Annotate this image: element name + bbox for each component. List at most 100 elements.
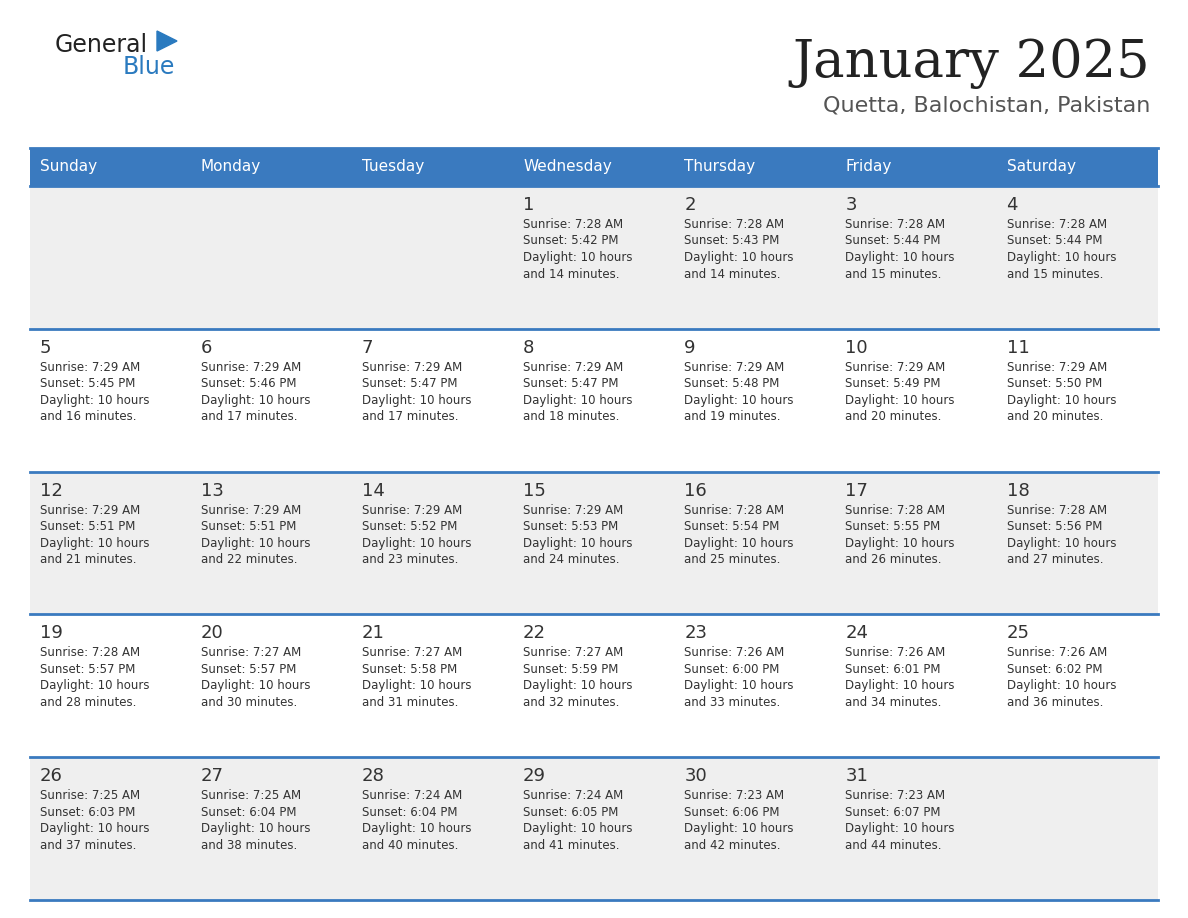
Text: Sunrise: 7:23 AM: Sunrise: 7:23 AM (684, 789, 784, 802)
Text: and 44 minutes.: and 44 minutes. (846, 839, 942, 852)
Text: and 30 minutes.: and 30 minutes. (201, 696, 297, 709)
Text: Friday: Friday (846, 160, 892, 174)
Text: Daylight: 10 hours: Daylight: 10 hours (362, 823, 472, 835)
Text: and 19 minutes.: and 19 minutes. (684, 410, 781, 423)
Text: and 36 minutes.: and 36 minutes. (1006, 696, 1102, 709)
Text: 1: 1 (523, 196, 535, 214)
Text: Daylight: 10 hours: Daylight: 10 hours (39, 679, 150, 692)
Text: Daylight: 10 hours: Daylight: 10 hours (523, 394, 632, 407)
Text: Daylight: 10 hours: Daylight: 10 hours (846, 251, 955, 264)
Text: Sunset: 6:06 PM: Sunset: 6:06 PM (684, 806, 779, 819)
Text: Sunset: 6:05 PM: Sunset: 6:05 PM (523, 806, 619, 819)
Polygon shape (157, 31, 177, 51)
Text: and 17 minutes.: and 17 minutes. (362, 410, 459, 423)
Text: Daylight: 10 hours: Daylight: 10 hours (523, 679, 632, 692)
Text: Sunrise: 7:29 AM: Sunrise: 7:29 AM (684, 361, 784, 374)
Text: Sunset: 6:04 PM: Sunset: 6:04 PM (201, 806, 296, 819)
Text: 22: 22 (523, 624, 546, 643)
Text: Sunset: 5:57 PM: Sunset: 5:57 PM (201, 663, 296, 676)
Text: Sunrise: 7:29 AM: Sunrise: 7:29 AM (523, 504, 624, 517)
Text: Sunrise: 7:28 AM: Sunrise: 7:28 AM (846, 218, 946, 231)
Text: 3: 3 (846, 196, 857, 214)
Text: 17: 17 (846, 482, 868, 499)
Text: and 15 minutes.: and 15 minutes. (846, 267, 942, 281)
Text: Sunset: 5:51 PM: Sunset: 5:51 PM (39, 521, 135, 533)
Text: 20: 20 (201, 624, 223, 643)
Text: Sunset: 5:52 PM: Sunset: 5:52 PM (362, 521, 457, 533)
Text: 14: 14 (362, 482, 385, 499)
Text: Sunrise: 7:26 AM: Sunrise: 7:26 AM (846, 646, 946, 659)
Text: 10: 10 (846, 339, 868, 357)
Text: Daylight: 10 hours: Daylight: 10 hours (846, 823, 955, 835)
Text: Sunrise: 7:29 AM: Sunrise: 7:29 AM (201, 504, 301, 517)
Text: 21: 21 (362, 624, 385, 643)
Text: Sunset: 5:49 PM: Sunset: 5:49 PM (846, 377, 941, 390)
Text: Daylight: 10 hours: Daylight: 10 hours (1006, 537, 1116, 550)
Bar (30, 186, 1158, 329)
Text: and 26 minutes.: and 26 minutes. (846, 554, 942, 566)
Text: Sunrise: 7:27 AM: Sunrise: 7:27 AM (201, 646, 301, 659)
Text: 12: 12 (39, 482, 63, 499)
Text: Daylight: 10 hours: Daylight: 10 hours (39, 537, 150, 550)
Text: Daylight: 10 hours: Daylight: 10 hours (684, 251, 794, 264)
Text: Sunset: 5:47 PM: Sunset: 5:47 PM (362, 377, 457, 390)
Text: Tuesday: Tuesday (362, 160, 424, 174)
Text: and 20 minutes.: and 20 minutes. (1006, 410, 1102, 423)
Text: 5: 5 (39, 339, 51, 357)
Text: 7: 7 (362, 339, 373, 357)
Text: Wednesday: Wednesday (523, 160, 612, 174)
Text: Sunset: 5:55 PM: Sunset: 5:55 PM (846, 521, 941, 533)
Text: 24: 24 (846, 624, 868, 643)
Text: Daylight: 10 hours: Daylight: 10 hours (201, 679, 310, 692)
Text: 25: 25 (1006, 624, 1030, 643)
Text: and 14 minutes.: and 14 minutes. (684, 267, 781, 281)
Text: and 20 minutes.: and 20 minutes. (846, 410, 942, 423)
Text: Thursday: Thursday (684, 160, 756, 174)
Text: Sunrise: 7:25 AM: Sunrise: 7:25 AM (39, 789, 140, 802)
Bar (835, 148, 997, 186)
Text: Sunrise: 7:29 AM: Sunrise: 7:29 AM (362, 361, 462, 374)
Text: 13: 13 (201, 482, 223, 499)
Bar (30, 614, 1158, 757)
Text: Sunrise: 7:27 AM: Sunrise: 7:27 AM (362, 646, 462, 659)
Text: 15: 15 (523, 482, 546, 499)
Text: and 42 minutes.: and 42 minutes. (684, 839, 781, 852)
Text: Daylight: 10 hours: Daylight: 10 hours (846, 537, 955, 550)
Text: Sunset: 5:57 PM: Sunset: 5:57 PM (39, 663, 135, 676)
Text: Daylight: 10 hours: Daylight: 10 hours (362, 679, 472, 692)
Text: Sunrise: 7:28 AM: Sunrise: 7:28 AM (1006, 218, 1107, 231)
Text: Sunrise: 7:28 AM: Sunrise: 7:28 AM (1006, 504, 1107, 517)
Text: 9: 9 (684, 339, 696, 357)
Text: Sunset: 5:50 PM: Sunset: 5:50 PM (1006, 377, 1101, 390)
Text: Daylight: 10 hours: Daylight: 10 hours (846, 679, 955, 692)
Text: Sunrise: 7:23 AM: Sunrise: 7:23 AM (846, 789, 946, 802)
Text: 23: 23 (684, 624, 707, 643)
Text: Daylight: 10 hours: Daylight: 10 hours (201, 823, 310, 835)
Text: Sunrise: 7:28 AM: Sunrise: 7:28 AM (846, 504, 946, 517)
Text: Sunset: 5:59 PM: Sunset: 5:59 PM (523, 663, 619, 676)
Bar (191, 148, 353, 186)
Text: Sunrise: 7:28 AM: Sunrise: 7:28 AM (684, 218, 784, 231)
Text: Daylight: 10 hours: Daylight: 10 hours (362, 394, 472, 407)
Text: Sunset: 6:04 PM: Sunset: 6:04 PM (362, 806, 457, 819)
Text: Daylight: 10 hours: Daylight: 10 hours (1006, 251, 1116, 264)
Text: Sunrise: 7:24 AM: Sunrise: 7:24 AM (523, 789, 624, 802)
Text: and 18 minutes.: and 18 minutes. (523, 410, 619, 423)
Text: January 2025: January 2025 (792, 38, 1150, 89)
Text: Sunrise: 7:29 AM: Sunrise: 7:29 AM (362, 504, 462, 517)
Text: Sunset: 5:47 PM: Sunset: 5:47 PM (523, 377, 619, 390)
Text: Daylight: 10 hours: Daylight: 10 hours (684, 679, 794, 692)
Text: Saturday: Saturday (1006, 160, 1075, 174)
Text: Sunrise: 7:29 AM: Sunrise: 7:29 AM (39, 504, 140, 517)
Text: Daylight: 10 hours: Daylight: 10 hours (201, 394, 310, 407)
Text: Sunset: 5:43 PM: Sunset: 5:43 PM (684, 234, 779, 248)
Text: and 28 minutes.: and 28 minutes. (39, 696, 137, 709)
Text: Sunset: 6:00 PM: Sunset: 6:00 PM (684, 663, 779, 676)
Bar (30, 472, 1158, 614)
Text: and 34 minutes.: and 34 minutes. (846, 696, 942, 709)
Text: Daylight: 10 hours: Daylight: 10 hours (1006, 679, 1116, 692)
Text: Sunrise: 7:29 AM: Sunrise: 7:29 AM (39, 361, 140, 374)
Text: Sunset: 5:56 PM: Sunset: 5:56 PM (1006, 521, 1102, 533)
Text: and 15 minutes.: and 15 minutes. (1006, 267, 1102, 281)
Text: Sunset: 5:51 PM: Sunset: 5:51 PM (201, 521, 296, 533)
